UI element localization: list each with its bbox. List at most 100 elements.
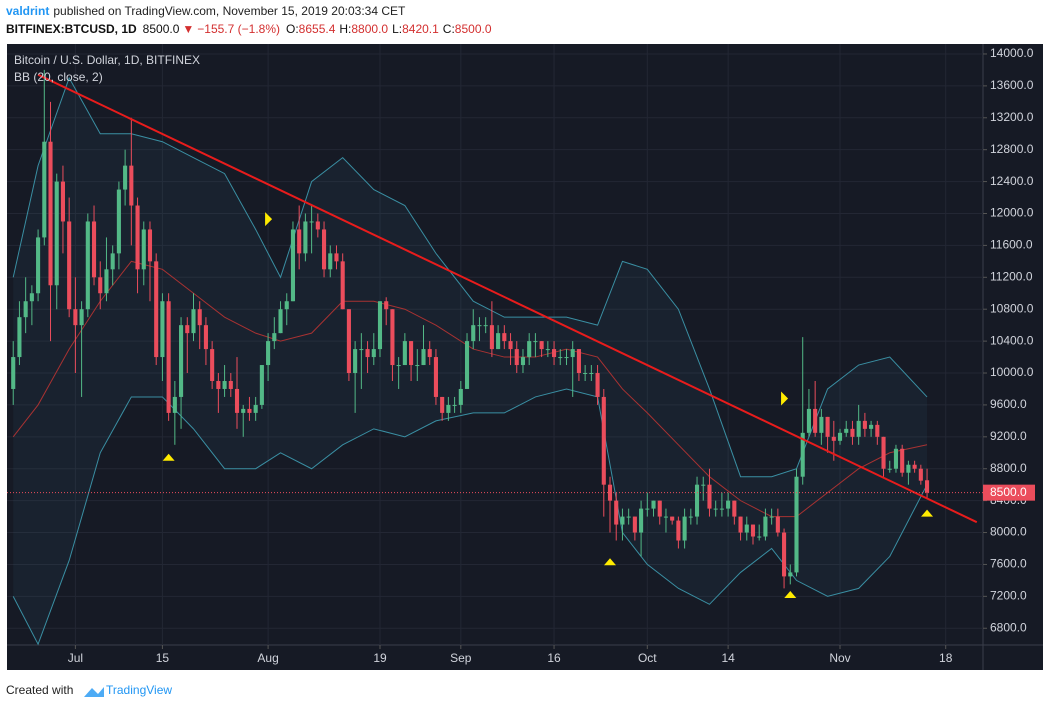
candle-body [446,404,451,413]
candle-body [210,349,215,381]
candle-body [191,309,196,334]
marker [781,391,789,406]
y-tick-label: 12800.0 [990,142,1034,156]
candle-body [719,508,724,510]
candle-body [11,357,16,389]
footer-brand[interactable]: TradingView [106,683,172,697]
candle-body [104,269,109,294]
candle-body [558,357,563,359]
candle-body [837,432,843,441]
candle-body [334,253,339,262]
candle-body [850,428,855,437]
candle-body [315,221,320,230]
candle-body [359,349,364,351]
y-tick-label: 8000.0 [990,525,1027,539]
candle-body [701,484,706,486]
candle-body [135,205,140,270]
y-tick-label: 11600.0 [990,238,1033,252]
candle-body [464,341,470,389]
marker [265,212,273,227]
marker [604,558,617,566]
candle-body [688,516,693,518]
candle-body [253,404,258,413]
candle-body [806,408,811,433]
x-tick-label: Jul [68,651,83,665]
candle-body [713,508,718,510]
chart-title: Bitcoin / U.S. Dollar, 1D, BITFINEX [14,53,200,67]
price: 8500.0 [143,22,180,36]
candle-body [440,396,445,413]
candle-body [259,365,264,405]
candle-body [73,309,78,326]
candle-body [116,189,121,254]
x-tick-label: 14 [721,651,735,665]
candle-body [800,432,805,477]
candle-body [514,349,519,366]
ohlc-label: C: [443,22,455,36]
candle-body [564,357,569,359]
candle-body [508,341,513,350]
candle-body [110,253,115,270]
candle-body [552,349,557,358]
candle-body [427,349,432,358]
y-tick-label: 12400.0 [990,174,1034,188]
candle-body [726,500,731,509]
candle-body [284,301,289,310]
candle-body [527,341,532,358]
candle-body [216,380,221,389]
candle-body [583,373,588,375]
candle-body [458,388,463,405]
indicator-label: BB (20, close, 2) [14,70,103,84]
candle-body [533,341,538,343]
y-tick-label: 14000.0 [990,46,1034,60]
header-line-2: BITFINEX:BTCUSD, 1D 8500.0 ▼ −155.7 (−1.8%)… [6,22,492,36]
candle-body [48,141,53,286]
candle-body [496,333,501,350]
candle-body [875,424,880,437]
y-tick-label: 7600.0 [990,557,1027,571]
candle-body [91,221,97,278]
candle-body [639,508,644,533]
candle-body [365,349,370,358]
candle-body [409,341,414,366]
candle-body [887,468,892,470]
candle-body [893,448,899,469]
candle-body [813,408,818,433]
y-tick-label: 9200.0 [990,429,1027,443]
candle-body [433,357,438,397]
y-tick-label: 8800.0 [990,461,1027,475]
candle-body [657,500,662,517]
candle-body [222,380,227,389]
candle-body [924,480,930,493]
candle-body [869,424,874,429]
candle-body [203,325,208,350]
candle-body [297,229,302,254]
candle-body [831,436,836,441]
candle-body [483,325,488,327]
candle-body [390,309,395,366]
candle-body [377,301,383,350]
candle-body [912,464,917,469]
candle-body [601,396,606,485]
candle-body [732,500,737,517]
candle-body [17,317,22,358]
candle-body [353,349,358,374]
user: valdrint [6,4,49,18]
trendline [37,73,978,524]
candle-body [185,325,190,334]
marker [921,509,934,517]
candle-body [757,536,762,538]
y-tick-label: 11200.0 [990,269,1033,283]
marker [784,590,797,598]
candle-body [707,484,712,509]
candle-body [241,408,246,413]
last-price-label: 8500.0 [990,485,1027,499]
x-tick-label: 18 [939,651,953,665]
candle-body [402,341,407,366]
x-tick-label: Oct [638,651,657,665]
candle-body [340,261,345,310]
candle-body [23,301,28,318]
y-tick-label: 6800.0 [990,620,1027,634]
candle-body [856,420,861,437]
